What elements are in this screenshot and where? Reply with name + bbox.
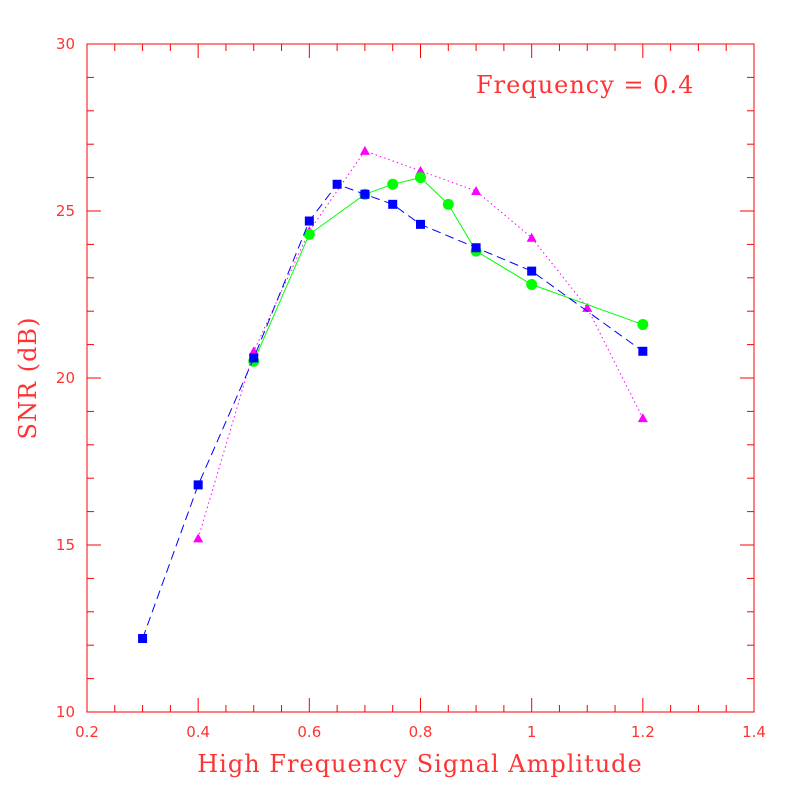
data-point: [248, 346, 259, 356]
data-point: [387, 178, 399, 190]
data-point: [471, 185, 482, 195]
data-point: [193, 480, 203, 490]
data-point: [303, 228, 315, 240]
tick-labels: 0.2 0.4 0.6 0.8 1 1.2 1.4 10 15 20 25 30: [56, 35, 766, 741]
data-point: [471, 243, 481, 253]
data-point: [415, 172, 426, 184]
series-green-circles: [248, 172, 649, 367]
x-tick-label: 0.4: [186, 723, 210, 741]
data-point: [637, 413, 648, 423]
data-point: [638, 346, 648, 356]
x-tick-label: 0.8: [409, 723, 433, 741]
series-line: [142, 183, 644, 639]
data-point: [193, 533, 204, 543]
x-tick-label: 1.2: [631, 723, 655, 741]
data-point: [526, 232, 537, 242]
data-point: [360, 189, 370, 199]
y-tick-label: 10: [56, 703, 75, 721]
data-point: [416, 219, 425, 229]
y-tick-label: 15: [56, 536, 75, 554]
x-axis-title: High Frequency Signal Amplitude: [197, 750, 643, 778]
data-point: [637, 319, 649, 331]
data-point: [527, 266, 537, 276]
data-point: [359, 145, 370, 155]
frequency-annotation: Frequency = 0.4: [476, 71, 694, 99]
data-point: [388, 199, 398, 209]
plot-frame: [86, 43, 755, 713]
y-tick-label: 20: [56, 369, 75, 387]
x-tick-label: 0.6: [297, 723, 321, 741]
x-tick-label: 0.2: [75, 723, 99, 741]
x-tick-label: 1: [527, 723, 537, 741]
data-point: [526, 278, 538, 290]
x-tick-label: 1.4: [742, 723, 766, 741]
series-layer: [138, 145, 649, 644]
series-line: [197, 150, 644, 539]
data-point: [138, 634, 148, 644]
y-axis-title: SNR (dB): [14, 317, 42, 440]
data-point: [442, 198, 454, 210]
data-point: [415, 165, 426, 175]
data-point: [304, 216, 314, 226]
data-point: [249, 353, 259, 363]
y-tick-label: 25: [56, 202, 75, 220]
series-blue-squares: [138, 179, 648, 644]
y-tick-label: 30: [56, 35, 75, 53]
data-point: [332, 179, 342, 189]
tick-marks: [86, 43, 755, 713]
